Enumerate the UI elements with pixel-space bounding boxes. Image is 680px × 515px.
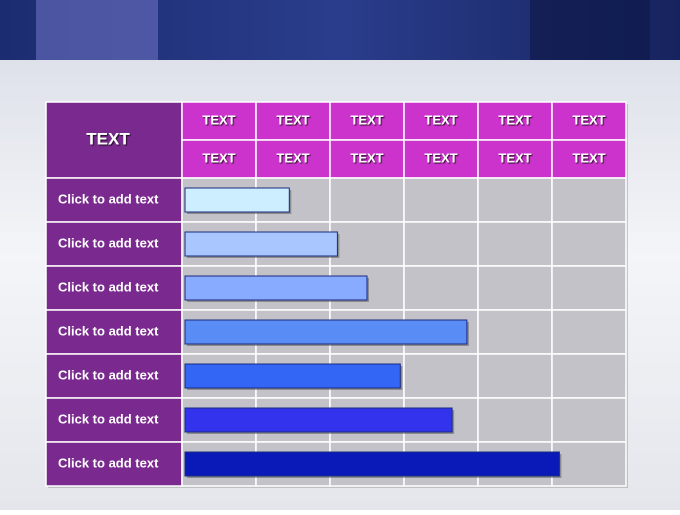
header-label: TEXT: [276, 150, 309, 165]
grid-cell: [551, 353, 627, 399]
grid-cell: [403, 265, 479, 311]
grid-cell: [477, 265, 553, 311]
row-label-cell: [45, 309, 183, 355]
bar: [184, 451, 560, 477]
grid-cell: [551, 177, 627, 223]
row-label: Click to add text: [58, 279, 159, 294]
grid-cell: [551, 265, 627, 311]
banner-image: [530, 0, 650, 60]
header-label: TEXT: [498, 150, 531, 165]
grid-cell: [551, 309, 627, 355]
header-label: TEXT: [424, 112, 457, 127]
grid-cell: [551, 441, 627, 487]
row-label: Click to add text: [58, 411, 159, 426]
header-label: TEXT: [572, 112, 605, 127]
grid-cell: [477, 177, 553, 223]
header-cell: [551, 139, 627, 179]
bar: [184, 231, 338, 257]
header-label: TEXT: [202, 112, 235, 127]
banner-image: [36, 0, 158, 60]
row-label: Click to add text: [58, 367, 159, 382]
grid-cell: [403, 353, 479, 399]
row-label: Click to add text: [58, 235, 159, 250]
grid-cell: [329, 221, 405, 267]
grid-cell: [403, 177, 479, 223]
row-label: Click to add text: [58, 323, 159, 338]
row-label: Click to add text: [58, 191, 159, 206]
header-label: TEXT: [276, 112, 309, 127]
row-label-cell: [45, 397, 183, 443]
corner-label: TEXT: [86, 129, 130, 148]
header-label: TEXT: [202, 150, 235, 165]
grid-cell: [477, 221, 553, 267]
grid-cell: [551, 397, 627, 443]
row-label: Click to add text: [58, 455, 159, 470]
header-label: TEXT: [498, 112, 531, 127]
grid-cell: [477, 397, 553, 443]
bar: [184, 407, 453, 433]
bar: [184, 275, 368, 301]
header-cell: [255, 139, 331, 179]
bar: [184, 187, 290, 213]
header-label: TEXT: [424, 150, 457, 165]
row-label-cell: [45, 221, 183, 267]
grid-cell: [551, 221, 627, 267]
header-label: TEXT: [350, 112, 383, 127]
grid-cell: [329, 177, 405, 223]
header-label: TEXT: [572, 150, 605, 165]
table: TEXT TEXT TEXT TEXT TEXT TEXT TEXT TEXT TEXT TEXT…: [45, 101, 627, 487]
header-cell: [403, 139, 479, 179]
grid-cell: [477, 353, 553, 399]
header-cell: [551, 101, 627, 141]
bar: [184, 363, 401, 389]
grid-cell: [403, 221, 479, 267]
grid-cell: [477, 309, 553, 355]
bar: [184, 319, 468, 345]
header-label: TEXT: [350, 150, 383, 165]
